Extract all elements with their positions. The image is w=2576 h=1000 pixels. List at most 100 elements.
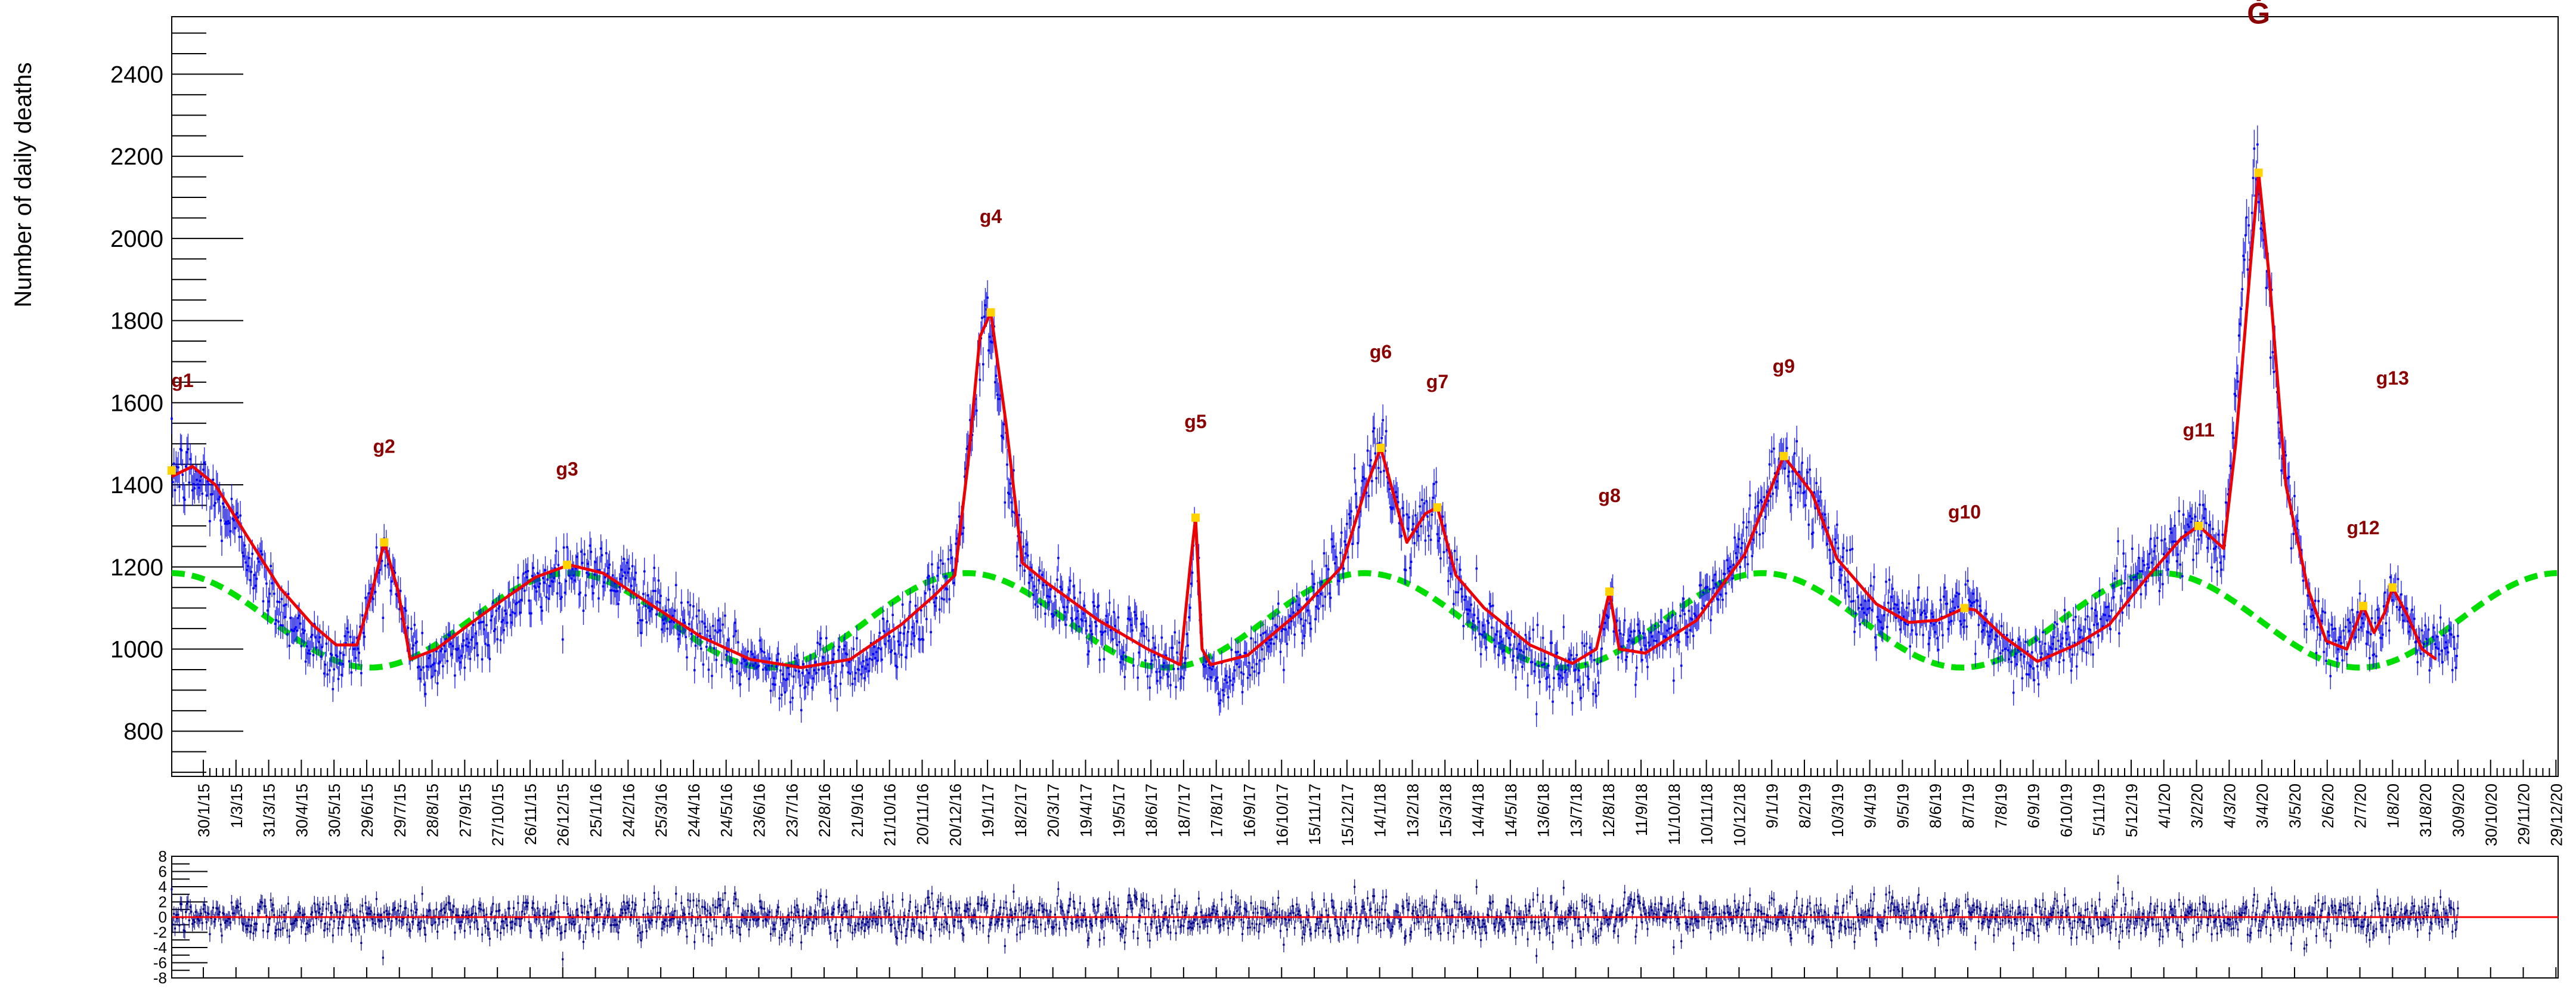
data-point [311,634,314,636]
data-point [1815,482,1818,484]
data-point [1412,523,1414,525]
residual-point [255,928,256,930]
data-point [413,645,415,647]
data-point [2122,552,2125,555]
data-point [1283,669,1285,671]
data-point [527,570,529,572]
data-point [1850,600,1853,603]
data-point [173,463,175,465]
data-point [1219,699,1222,702]
data-point [1125,656,1127,658]
data-point [239,515,242,517]
data-point [1661,621,1663,623]
data-point [2251,212,2253,214]
data-point [1223,694,1225,696]
data-point [1400,535,1402,537]
data-point [1443,551,1445,553]
data-point [708,668,710,671]
data-point [1044,613,1046,615]
data-point [1473,614,1476,617]
data-point [2024,640,2027,643]
data-point [1678,641,1680,643]
data-point [1350,510,1352,513]
data-point [1327,568,1330,571]
data-point [2076,665,2078,668]
data-point [2140,593,2142,596]
residual-point [178,924,180,926]
data-point [361,614,364,617]
data-point [946,588,949,590]
residual-point [228,918,230,919]
data-point [1509,644,1512,646]
x-tick-label: 13/2/18 [1404,784,1422,837]
data-point [2191,518,2193,520]
peak-label: Ġ [2247,0,2270,30]
y-tick-label: 1800 [110,308,163,335]
data-point [739,683,742,686]
data-point [925,618,928,620]
data-point [524,590,526,592]
data-point [2313,617,2315,620]
data-point [1770,450,1773,453]
x-tick-label: 30/4/15 [293,784,311,837]
data-point [1891,588,1894,590]
data-point [1176,652,1178,654]
data-point [2288,476,2290,478]
data-point [1053,614,1055,617]
data-point [343,654,345,657]
data-point [530,612,532,615]
data-point [645,605,647,607]
data-point [1553,677,1555,679]
residual-point [200,913,202,915]
data-point [1016,555,1018,558]
data-point [1023,569,1026,572]
data-point [1368,495,1370,497]
data-point [2181,575,2184,578]
data-point [1870,584,1872,587]
data-point [174,489,177,491]
data-point [1255,641,1257,643]
data-point [2011,639,2014,641]
residual-point [246,928,247,930]
data-point [351,671,353,674]
data-point [1846,549,1848,552]
data-point [1426,516,1429,518]
data-point [2128,604,2131,606]
data-point [1485,646,1488,649]
data-point [1973,601,1976,603]
data-point [214,502,216,504]
data-point [891,614,894,616]
data-point [2006,634,2008,636]
data-point [1169,684,1172,686]
data-point [849,673,852,675]
data-point [1058,620,1061,622]
residual-point [249,931,251,933]
data-point [684,621,686,624]
data-point [1131,629,1134,631]
data-point [724,615,726,617]
data-point [201,493,203,495]
data-point [2127,587,2129,589]
data-point [2196,552,2198,555]
data-point [1431,513,1433,516]
data-point [1380,471,1382,473]
data-point [1338,580,1340,583]
data-point [909,601,912,603]
data-point [841,665,844,667]
data-point [1340,531,1343,534]
data-point [701,621,704,623]
data-point [339,652,342,654]
x-tick-label: 18/2/17 [1012,784,1030,837]
data-point [1547,664,1550,667]
data-point [705,646,708,648]
residual-point [187,901,189,903]
data-point [1262,632,1264,634]
data-point [1524,657,1526,660]
x-tick-label: 26/11/15 [522,784,540,845]
data-point [698,609,700,612]
peak-marker-g6 [1376,444,1385,452]
data-point [2317,626,2319,629]
data-point [1055,612,1057,614]
data-point [749,664,751,667]
data-point [442,665,444,667]
